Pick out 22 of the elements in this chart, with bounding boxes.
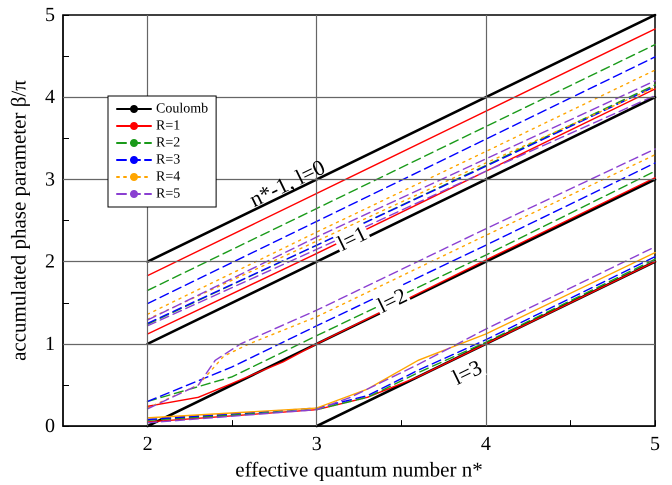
- legend-label: R=1: [156, 118, 180, 134]
- annotation: l=2: [373, 282, 411, 318]
- annotation: l=1: [333, 220, 371, 256]
- legend-label: R=4: [156, 170, 180, 184]
- annotation: l=3: [448, 354, 486, 390]
- y-tick-label: 3: [45, 168, 55, 190]
- annotation: n*-1, l=0: [245, 154, 329, 212]
- x-axis-title: effective quantum number n*: [235, 458, 483, 482]
- y-tick-label: 2: [45, 250, 55, 273]
- legend-label: R=2: [156, 136, 180, 150]
- x-tick-label: 5: [650, 433, 660, 456]
- y-tick-label: 0: [45, 415, 55, 438]
- y-tick-label: 1: [45, 332, 55, 355]
- y-axis-title: accumulated phase parameter β/π: [6, 80, 30, 361]
- x-tick-label: 2: [142, 433, 153, 456]
- x-tick-label: 4: [480, 433, 491, 456]
- y-tick-label: 4: [45, 86, 55, 108]
- x-tick-label: 3: [312, 433, 322, 456]
- legend-label: Coulomb: [156, 102, 208, 116]
- legend-label: R=3: [156, 152, 180, 168]
- legend-label: R=5: [156, 186, 180, 202]
- y-tick-label: 5: [45, 4, 55, 26]
